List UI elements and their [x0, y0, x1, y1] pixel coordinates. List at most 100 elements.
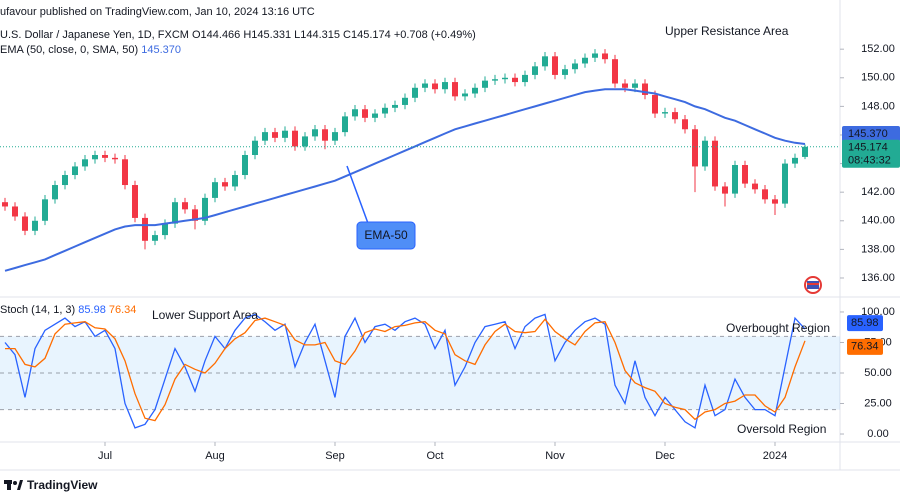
candle-body [312, 129, 318, 137]
candle-body [432, 83, 438, 90]
candle-body [452, 82, 458, 97]
y-tick-label: 148.00 [861, 100, 895, 112]
ema-name: EMA (50, close, 0, SMA, 50) [0, 44, 138, 56]
candle-body [102, 154, 108, 158]
y-tick-label: 138.00 [861, 243, 895, 255]
candle-body [412, 87, 418, 98]
candle-body [72, 166, 78, 176]
candle-body [592, 53, 598, 58]
annotation: EMA-50 [364, 228, 408, 242]
candle-body [132, 185, 138, 218]
candle-body [772, 199, 778, 204]
candle-body [742, 165, 748, 184]
candle-body [202, 197, 208, 221]
callout-box [356, 221, 416, 250]
candle-body [712, 140, 718, 187]
x-tick-label: Jul [98, 450, 112, 462]
candle-body [2, 202, 8, 207]
candle-body [482, 80, 488, 88]
stoch-value-box [847, 338, 883, 355]
candle-body [642, 83, 648, 95]
candle-body [492, 79, 498, 81]
candle-body [262, 132, 268, 141]
candle-body [252, 140, 258, 155]
candle-body [552, 56, 558, 75]
candle-body [282, 130, 288, 138]
candle-body [632, 83, 638, 88]
annotation: Overbought Region [726, 321, 830, 335]
candle-body [472, 87, 478, 94]
stoch-legend: Stoch (14, 1, 3) 85.98 76.34 [0, 304, 136, 316]
candle-body [722, 186, 728, 194]
y-tick-label: 150.00 [861, 72, 895, 84]
candle-body [172, 202, 178, 224]
stoch-k-value: 85.98 [78, 304, 106, 316]
candle-body [792, 157, 798, 164]
stoch-line [5, 317, 806, 422]
candle-body [332, 132, 338, 141]
candle-body [512, 77, 518, 83]
candle-body [382, 107, 388, 114]
x-tick-label: Oct [426, 450, 443, 462]
stoch-name: Stoch (14, 1, 3) [0, 304, 75, 316]
publisher: ufavour published on TradingView.com, Ja… [0, 6, 315, 18]
candle-body [612, 59, 618, 84]
candle-body [392, 104, 398, 108]
footer-brand: TradingView [27, 478, 98, 492]
y-tick-label: 25.00 [864, 397, 892, 409]
candle-body [62, 175, 68, 186]
candle-body [462, 93, 468, 97]
candle-body [352, 109, 358, 117]
y-tick-label: 152.00 [861, 43, 895, 55]
candle-body [52, 185, 58, 200]
candle-body [112, 157, 118, 160]
symbol-legend: U.S. Dollar / Japanese Yen, 1D, FXCM O14… [0, 29, 476, 41]
ema-line [4, 88, 806, 272]
candle-body [92, 154, 98, 160]
candle-body [542, 56, 548, 67]
x-tick-label: Nov [545, 450, 565, 462]
callout-arrow [346, 165, 370, 227]
candle-body [692, 129, 698, 167]
candle-body [562, 69, 568, 75]
stoch-value-label: 85.98 [851, 317, 879, 329]
candle-body [292, 130, 298, 147]
candle-body [622, 83, 628, 88]
candle-body [162, 223, 168, 236]
ema-legend: EMA (50, close, 0, SMA, 50) 145.370 [0, 44, 181, 56]
candle-body [242, 154, 248, 176]
candle-body [232, 175, 238, 187]
candle-body [12, 206, 18, 217]
candle-body [582, 57, 588, 64]
candle-body [22, 216, 28, 231]
ema-price-label-box [842, 125, 900, 142]
candle-body [802, 146, 808, 157]
candle-body [342, 116, 348, 133]
candle-body [42, 199, 48, 221]
candle-body [222, 182, 228, 187]
candle-body [302, 136, 308, 147]
x-tick-label: Dec [655, 450, 675, 462]
stoch-value-label: 76.34 [851, 341, 879, 353]
stoch-value-box [847, 315, 883, 332]
ema-value: 145.370 [141, 44, 181, 56]
candle-body [732, 165, 738, 194]
countdown-label: 08:43:32 [848, 155, 891, 167]
y-tick-label: 50.00 [864, 367, 892, 379]
candle-body [502, 77, 508, 80]
y-tick-label: 142.00 [861, 186, 895, 198]
y-tick-label: 0.00 [867, 428, 888, 440]
footer-logo [4, 480, 23, 490]
candle-body [672, 112, 678, 120]
candle-body [662, 112, 668, 114]
y-tick-label: 140.00 [861, 215, 895, 227]
y-tick-label: 100.00 [861, 306, 895, 318]
stoch-d-value: 76.34 [109, 304, 137, 316]
last-price-label: 145.174 [848, 142, 888, 154]
candle-body [82, 159, 88, 167]
ema-price-label: 145.370 [848, 128, 888, 140]
candle-body [32, 220, 38, 231]
candle-body [362, 109, 368, 118]
x-tick-label: Sep [325, 450, 345, 462]
